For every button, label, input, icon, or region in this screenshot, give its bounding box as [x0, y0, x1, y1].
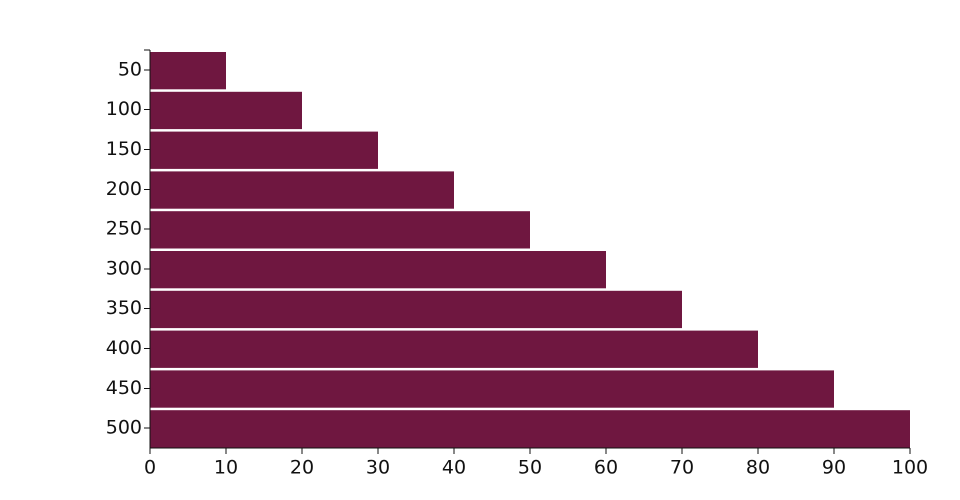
x-tick-label: 80	[746, 457, 770, 479]
y-tick-label: 150	[106, 138, 142, 160]
x-tick-label: 30	[366, 457, 390, 479]
bar	[150, 251, 606, 289]
x-tick-label: 10	[214, 457, 238, 479]
y-tick-label: 50	[118, 58, 142, 80]
y-tick-label: 200	[106, 178, 142, 200]
bar	[150, 370, 834, 408]
bar	[150, 131, 378, 169]
x-tick-label: 100	[892, 457, 928, 479]
y-tick-label: 100	[106, 98, 142, 120]
bar	[150, 290, 682, 329]
bar	[150, 410, 910, 448]
x-tick-label: 50	[518, 457, 542, 479]
y-tick-label: 300	[106, 257, 142, 279]
x-tick-label: 0	[144, 457, 156, 479]
y-tick-label: 350	[106, 297, 142, 319]
y-tick-label: 250	[106, 218, 142, 240]
x-tick-label: 20	[290, 457, 314, 479]
x-tick-label: 60	[594, 457, 618, 479]
bar	[150, 52, 226, 90]
bar	[150, 330, 758, 368]
y-tick-label: 450	[106, 377, 142, 399]
bar	[150, 211, 530, 249]
bar	[150, 91, 302, 130]
x-tick-label: 40	[442, 457, 466, 479]
x-tick-label: 70	[670, 457, 694, 479]
x-tick-label: 90	[822, 457, 846, 479]
bar	[150, 171, 454, 209]
y-tick-label: 500	[106, 417, 142, 439]
y-tick-label: 400	[106, 337, 142, 359]
